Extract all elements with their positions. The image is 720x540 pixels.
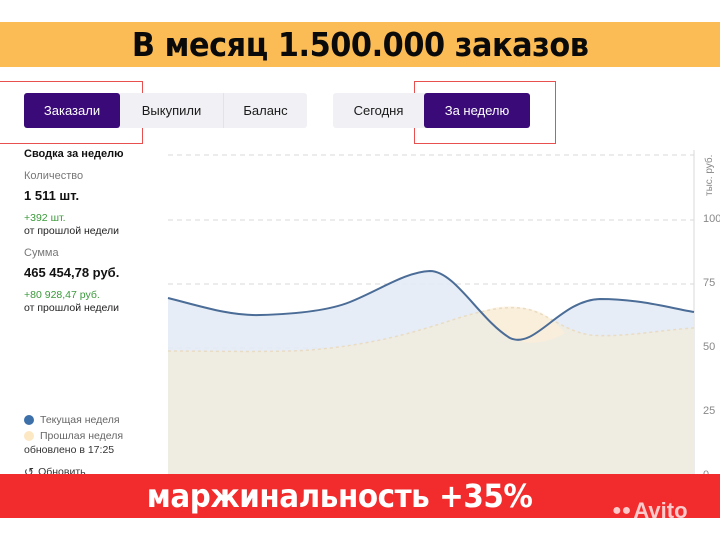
previous-week-dot-icon [24,431,34,441]
sum-label: Сумма [24,247,59,259]
tab-label: За неделю [444,103,510,118]
previous-week-line [167,306,695,353]
tab-bought-out[interactable]: Выкупили [120,93,223,128]
tab-balance[interactable]: Баланс [223,93,307,128]
tab-today[interactable]: Сегодня [333,93,424,128]
tab-label: Баланс [243,103,288,118]
refresh-icon: ↺ [24,465,35,479]
tab-label: Заказали [43,103,101,118]
y-tick-100: 100 [703,213,720,225]
legend-current-week: Текущая неделя [24,412,123,428]
gridlines [168,154,694,413]
updated-timestamp: обновлено в 17:25 [24,444,115,456]
tab-week[interactable]: За неделю [424,93,530,128]
current-week-dot-icon [24,415,34,425]
previous-week-area [168,307,694,478]
current-week-area [168,271,694,478]
top-banner-text: В месяц 1.500.000 заказов [131,25,589,64]
sum-value: 465 454,78 руб. [24,265,120,280]
summary-panel: Сводка за неделю Количество 1 511 шт. +3… [24,148,164,314]
previous-week-overlap [480,306,565,343]
tab-ordered[interactable]: Заказали [24,93,120,128]
bottom-promo-banner: маржинальность +35% [0,474,720,518]
bottom-banner-text: маржинальность +35% [147,477,533,515]
legend-label: Прошлая неделя [40,430,124,442]
quantity-delta: +392 шт. [24,212,66,224]
legend-previous-week: Прошлая неделя [24,428,123,444]
watermark-text: Avito [633,498,688,523]
y-axis-unit-label: тыс. руб. [704,154,715,196]
quantity-delta-note: от прошлой недели [24,225,120,237]
chart-legend: Текущая неделя Прошлая неделя обновлено … [24,412,123,460]
tab-label: Сегодня [353,103,404,118]
y-tick-75: 75 [703,277,716,289]
y-tick-25: 25 [703,405,716,417]
avito-logo-icon: ●● [612,502,632,519]
metric-tabs: Заказали Выкупили Баланс [24,93,307,128]
y-tick-50: 50 [703,341,716,353]
top-promo-banner: В месяц 1.500.000 заказов [0,22,720,67]
sum-delta-note: от прошлой недели [24,302,120,314]
quantity-value: 1 511 шт. [24,188,80,203]
current-week-line [167,269,695,341]
legend-label: Текущая неделя [40,414,120,426]
avito-watermark: ●● Avito [612,498,688,524]
summary-title: Сводка за неделю [24,148,124,160]
sum-delta: +80 928,47 руб. [24,289,100,301]
period-tabs: Сегодня За неделю [333,93,530,128]
tab-label: Выкупили [141,103,202,118]
quantity-label: Количество [24,170,84,182]
